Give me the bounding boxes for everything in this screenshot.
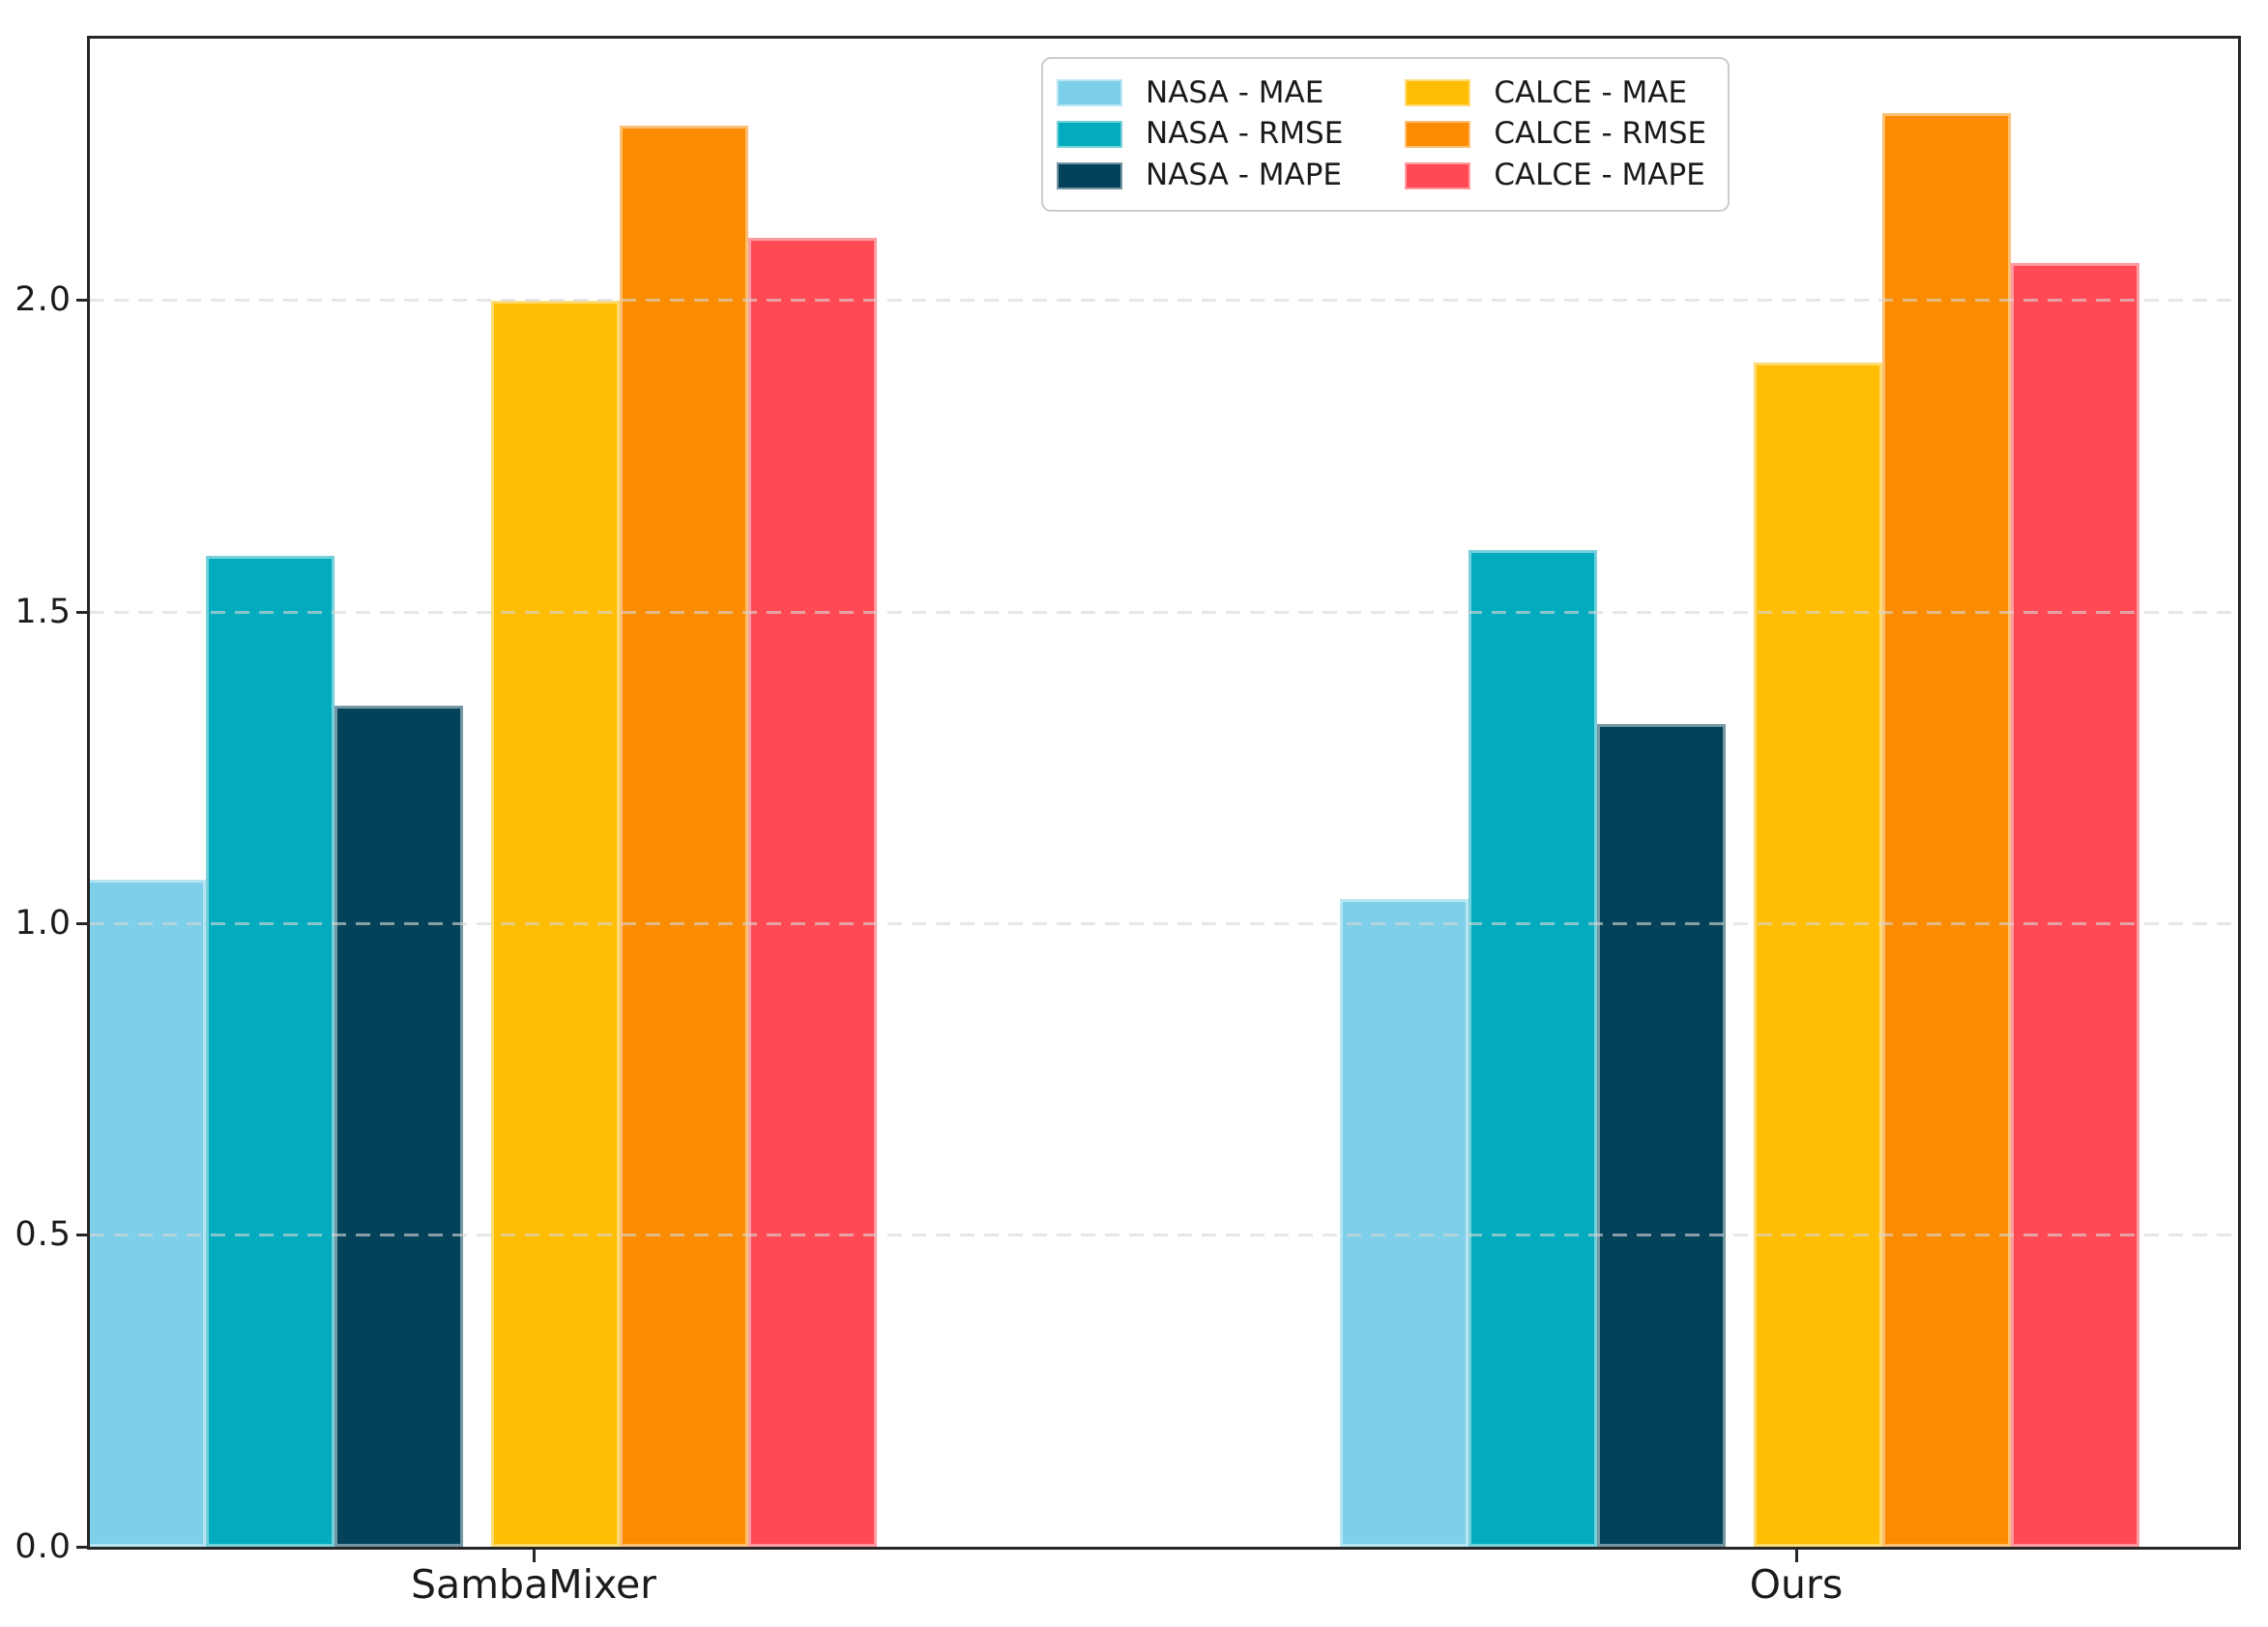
legend-item-nasa-rmse: NASA - RMSE	[1057, 114, 1343, 156]
bar-ours-calce-mape	[2011, 263, 2139, 1547]
legend-swatch-icon	[1405, 161, 1471, 189]
bar-sambamixer-nasa-rmse	[206, 556, 334, 1547]
bar-sambamixer-calce-mae	[491, 300, 620, 1547]
legend-item-calce-mae: CALCE - MAE	[1405, 73, 1706, 114]
bar-ours-nasa-rmse	[1468, 549, 1597, 1547]
legend-swatch-icon	[1057, 161, 1122, 189]
y-tick-label: 0.5	[15, 1215, 72, 1255]
y-tick-label: 0.0	[15, 1526, 72, 1566]
y-tick-label: 1.5	[15, 592, 72, 631]
legend-label: CALCE - MAE	[1494, 74, 1688, 110]
legend-label: CALCE - RMSE	[1494, 116, 1707, 152]
y-tick-mark	[76, 921, 90, 925]
bars-layer	[90, 39, 2238, 1547]
plot-area	[87, 36, 2241, 1550]
legend-label: NASA - RMSE	[1146, 116, 1344, 152]
y-tick-label: 1.0	[15, 903, 72, 943]
bar-sambamixer-nasa-mape	[334, 705, 463, 1547]
legend-label: CALCE - MAPE	[1494, 158, 1705, 193]
bar-sambamixer-calce-rmse	[620, 126, 748, 1547]
bar-sambamixer-nasa-mae	[90, 880, 206, 1547]
legend-swatch-icon	[1057, 79, 1122, 107]
legend: NASA - MAE NASA - RMSE NASA - MAPE CALCE - …	[1041, 57, 1730, 212]
y-tick-mark	[76, 610, 90, 614]
legend-item-nasa-mae: NASA - MAE	[1057, 73, 1343, 114]
legend-item-nasa-mape: NASA - MAPE	[1057, 155, 1343, 196]
legend-label: NASA - MAE	[1146, 74, 1324, 110]
x-category-label-ours: Ours	[1749, 1561, 1844, 1608]
bar-ours-nasa-mape	[1597, 724, 1726, 1547]
x-tick-mark	[532, 1550, 536, 1562]
legend-item-calce-rmse: CALCE - RMSE	[1405, 114, 1706, 156]
bar-ours-calce-rmse	[1882, 113, 2011, 1547]
y-tick-mark	[76, 1545, 90, 1549]
legend-swatch-icon	[1057, 120, 1122, 148]
bar-ours-nasa-mae	[1340, 898, 1468, 1547]
x-category-label-sambamixer: SambaMixer	[410, 1561, 657, 1608]
bar-ours-calce-mae	[1754, 363, 1882, 1547]
y-tick-mark	[76, 299, 90, 303]
bar-sambamixer-calce-mape	[748, 238, 877, 1547]
y-tick-label: 2.0	[15, 280, 72, 320]
y-tick-mark	[76, 1234, 90, 1237]
legend-swatch-icon	[1405, 79, 1471, 107]
x-tick-mark	[1794, 1550, 1798, 1562]
legend-label: NASA - MAPE	[1146, 158, 1342, 193]
legend-swatch-icon	[1405, 120, 1471, 148]
legend-item-calce-mape: CALCE - MAPE	[1405, 155, 1706, 196]
legend-grid: NASA - MAE NASA - RMSE NASA - MAPE CALCE - …	[1057, 73, 1706, 196]
